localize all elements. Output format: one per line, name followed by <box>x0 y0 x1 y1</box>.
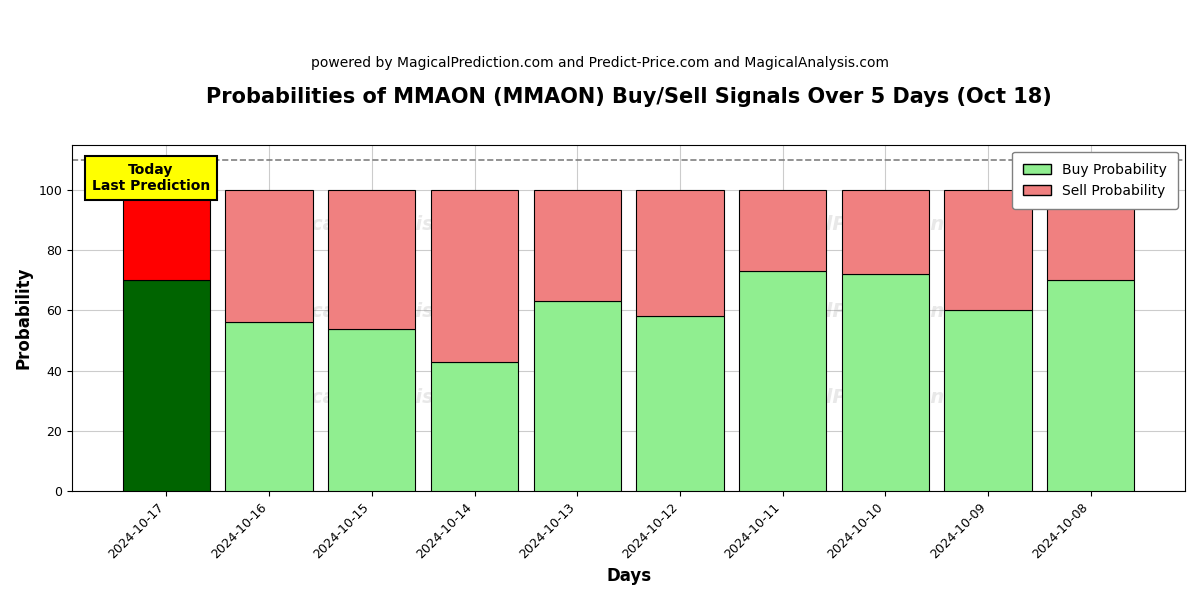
Legend: Buy Probability, Sell Probability: Buy Probability, Sell Probability <box>1012 152 1178 209</box>
Text: MagicalAnalysis.com: MagicalAnalysis.com <box>258 215 487 234</box>
Text: MagicalPrediction.com: MagicalPrediction.com <box>749 388 998 407</box>
Bar <box>431 190 518 362</box>
Bar <box>636 190 724 316</box>
Bar <box>226 322 313 491</box>
Bar <box>1048 280 1134 491</box>
Y-axis label: Probability: Probability <box>16 267 34 369</box>
Text: MagicalPrediction.com: MagicalPrediction.com <box>749 302 998 320</box>
Bar <box>1048 190 1134 280</box>
Title: Probabilities of MMAON (MMAON) Buy/Sell Signals Over 5 Days (Oct 18): Probabilities of MMAON (MMAON) Buy/Sell … <box>205 87 1051 107</box>
X-axis label: Days: Days <box>606 567 652 585</box>
Bar <box>431 362 518 491</box>
Text: MagicalAnalysis.com: MagicalAnalysis.com <box>258 302 487 320</box>
Bar <box>944 310 1032 491</box>
Bar <box>122 280 210 491</box>
Bar <box>534 301 620 491</box>
Bar <box>636 316 724 491</box>
Bar <box>739 271 827 491</box>
Bar <box>534 190 620 301</box>
Text: powered by MagicalPrediction.com and Predict-Price.com and MagicalAnalysis.com: powered by MagicalPrediction.com and Pre… <box>311 56 889 70</box>
Bar <box>226 190 313 322</box>
Bar <box>841 190 929 274</box>
Bar <box>122 190 210 280</box>
Bar <box>944 190 1032 310</box>
Bar <box>328 190 415 329</box>
Text: Today
Last Prediction: Today Last Prediction <box>92 163 210 193</box>
Bar <box>739 190 827 271</box>
Text: MagicalAnalysis.com: MagicalAnalysis.com <box>258 388 487 407</box>
Bar <box>328 329 415 491</box>
Text: MagicalPrediction.com: MagicalPrediction.com <box>749 215 998 234</box>
Bar <box>841 274 929 491</box>
